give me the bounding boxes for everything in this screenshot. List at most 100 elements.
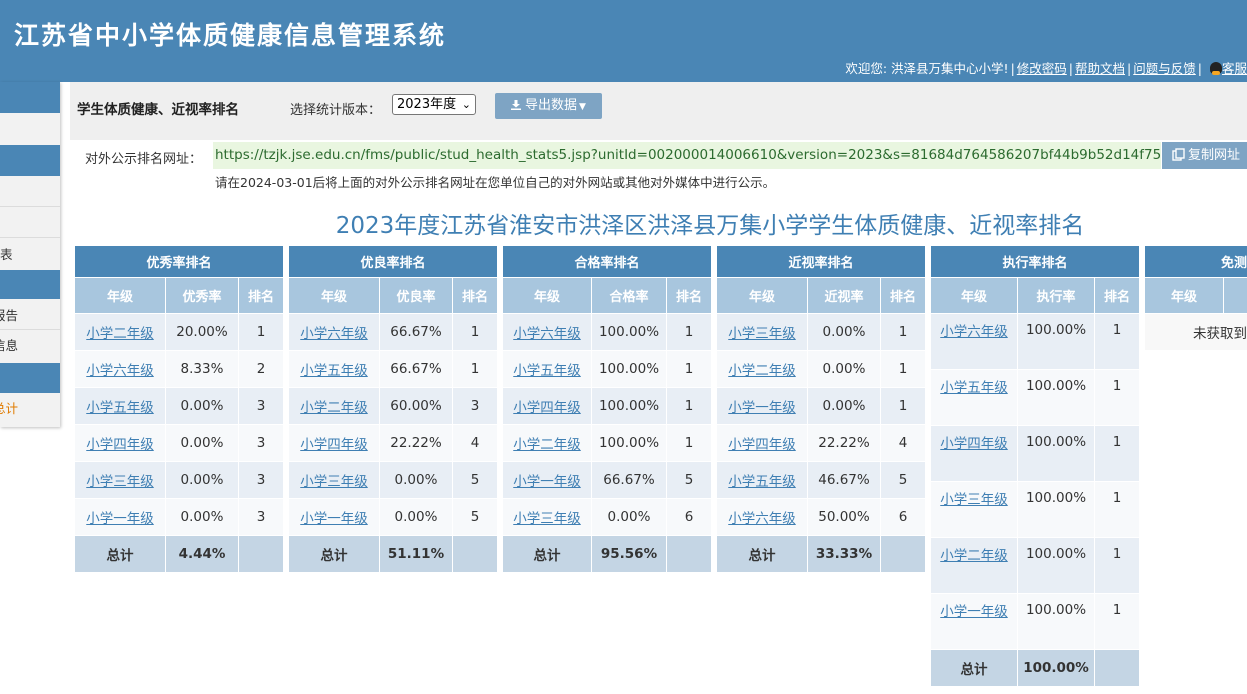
ranking-heading: 2023年度江苏省淮安市洪泽区洪泽县万集小学学生体质健康、近视率排名	[335, 213, 1085, 239]
grade-link[interactable]: 小学六年级	[728, 511, 796, 527]
sidebar-group-header[interactable]	[0, 363, 60, 393]
export-data-button[interactable]: 导出数据 ▼	[495, 93, 602, 119]
grade-link[interactable]: 小学二年级	[86, 326, 154, 342]
rank-cell: 5	[665, 461, 713, 499]
grade-link[interactable]: 小学二年级	[728, 363, 796, 379]
total-row: 总计 51.11%	[288, 535, 499, 573]
sidebar-group-header[interactable]	[0, 270, 60, 299]
total-value: 33.33%	[807, 535, 881, 573]
public-url-label: 对外公示排名网址：	[85, 152, 203, 167]
rank-cell: 4	[879, 424, 927, 462]
grade-link[interactable]: 小学五年级	[300, 363, 368, 379]
total-value: 4.44%	[165, 535, 239, 573]
separator: |	[1127, 61, 1132, 76]
table-row: 小学三年级 0.00% 3	[74, 461, 285, 499]
table-row: 小学五年级 0.00% 3	[74, 387, 285, 425]
grade-link[interactable]: 小学三年级	[86, 474, 154, 490]
table-row: 小学二年级 100.00% 1	[502, 424, 713, 462]
rate-cell: 100.00%	[591, 424, 667, 462]
table-row: 小学一年级 100.00% 1	[930, 593, 1141, 650]
qq-penguin-icon	[1209, 62, 1222, 75]
grade-link[interactable]: 小学二年级	[513, 437, 581, 453]
rank-cell: 6	[665, 498, 713, 536]
table-caption: 合格率排名	[501, 245, 713, 278]
feedback-link[interactable]: 问题与反馈	[1133, 61, 1196, 76]
grade-link[interactable]: 小学六年级	[940, 324, 1008, 340]
sidebar-item[interactable]	[0, 113, 60, 145]
help-docs-link[interactable]: 帮助文档	[1075, 61, 1126, 76]
grade-link[interactable]: 小学三年级	[940, 492, 1008, 508]
col-header-grade: 年级	[1144, 277, 1224, 314]
copy-icon	[1172, 148, 1185, 161]
version-select[interactable]: 2023年度 ⌄	[392, 94, 476, 115]
grade-link[interactable]: 小学四年级	[940, 436, 1008, 452]
grade-link[interactable]: 小学三年级	[728, 326, 796, 342]
col-header-rate: 合格率	[591, 277, 667, 314]
grade-link[interactable]: 小学六年级	[513, 326, 581, 342]
sidebar-item-total-active[interactable]: 总计	[0, 401, 19, 416]
grade-link[interactable]: 小学三年级	[300, 474, 368, 490]
grade-link[interactable]: 小学六年级	[86, 363, 154, 379]
sidebar-item-info[interactable]: 信息	[0, 338, 19, 353]
rank-cell: 1	[1093, 481, 1141, 538]
rate-cell: 100.00%	[1017, 369, 1095, 426]
col-header-grade: 年级	[716, 277, 808, 314]
table-caption: 优秀率排名	[73, 245, 285, 278]
grade-link[interactable]: 小学五年级	[940, 380, 1008, 396]
rate-cell: 100.00%	[591, 350, 667, 388]
grade-link[interactable]: 小学五年级	[728, 474, 796, 490]
total-label: 总计	[74, 535, 166, 573]
table-row: 小学三年级 0.00% 5	[288, 461, 499, 499]
copy-url-button[interactable]: 复制网址	[1162, 142, 1247, 169]
rate-cell: 50.00%	[807, 498, 881, 536]
grade-link[interactable]: 小学一年级	[300, 511, 368, 527]
grade-link[interactable]: 小学一年级	[513, 474, 581, 490]
rate-cell: 0.00%	[165, 498, 239, 536]
rank-cell: 1	[1093, 537, 1141, 594]
rank-cell: 1	[1093, 593, 1141, 650]
rank-cell: 1	[237, 313, 285, 351]
grade-link[interactable]: 小学一年级	[940, 604, 1008, 620]
customer-service-link[interactable]: 客服	[1221, 61, 1247, 76]
grade-link[interactable]: 小学一年级	[86, 511, 154, 527]
separator: |	[1010, 61, 1015, 76]
grade-link[interactable]: 小学四年级	[513, 400, 581, 416]
rank-cell: 4	[451, 424, 499, 462]
rate-cell: 100.00%	[1017, 593, 1095, 650]
table-row: 小学一年级 0.00% 1	[716, 387, 927, 425]
grade-link[interactable]: 小学六年级	[300, 326, 368, 342]
grade-link[interactable]: 小学四年级	[728, 437, 796, 453]
sidebar-group-header[interactable]	[0, 82, 60, 113]
grade-link[interactable]: 小学四年级	[86, 437, 154, 453]
table-row: 小学五年级 100.00% 1	[502, 350, 713, 388]
sidebar-item-table[interactable]: 表	[0, 247, 13, 262]
col-header-rank: 排名	[1093, 277, 1141, 314]
rank-cell: 1	[1093, 369, 1141, 426]
grade-link[interactable]: 小学五年级	[513, 363, 581, 379]
sidebar: 表 报告 信息 总计	[0, 82, 60, 427]
sidebar-group-header[interactable]	[0, 145, 60, 176]
rate-cell: 22.22%	[379, 424, 453, 462]
sidebar-item[interactable]	[0, 176, 60, 206]
col-header-rank: 排名	[879, 277, 927, 314]
grade-link[interactable]: 小学一年级	[728, 400, 796, 416]
grade-link[interactable]: 小学二年级	[940, 548, 1008, 564]
grade-link[interactable]: 小学四年级	[300, 437, 368, 453]
rate-cell: 0.00%	[165, 387, 239, 425]
rank-cell: 1	[1093, 313, 1141, 370]
grade-link[interactable]: 小学二年级	[300, 400, 368, 416]
grade-link[interactable]: 小学五年级	[86, 400, 154, 416]
myopia-rate-table: 近视率排名 年级 近视率 排名 小学三年级 0.00% 1 小学二年级 0.00% 1 小学…	[715, 245, 927, 573]
rate-cell: 20.00%	[165, 313, 239, 351]
change-password-link[interactable]: 修改密码	[1016, 61, 1067, 76]
col-header-rate: 优秀率	[165, 277, 239, 314]
sidebar-item-report[interactable]: 报告	[0, 308, 19, 323]
exempt-table: 免测 年级 未获取到	[1143, 245, 1247, 351]
page-title: 学生体质健康、近视率排名	[77, 102, 239, 118]
total-row: 总计 100.00%	[930, 649, 1141, 687]
grade-link[interactable]: 小学三年级	[513, 511, 581, 527]
total-label: 总计	[716, 535, 808, 573]
public-url-field[interactable]: https://tzjk.jse.edu.cn/fms/public/stud_…	[213, 142, 1161, 169]
total-row: 总计 33.33%	[716, 535, 927, 573]
good-rate-table: 优良率排名 年级 优良率 排名 小学六年级 66.67% 1 小学五年级 66.67% 1 …	[287, 245, 499, 573]
